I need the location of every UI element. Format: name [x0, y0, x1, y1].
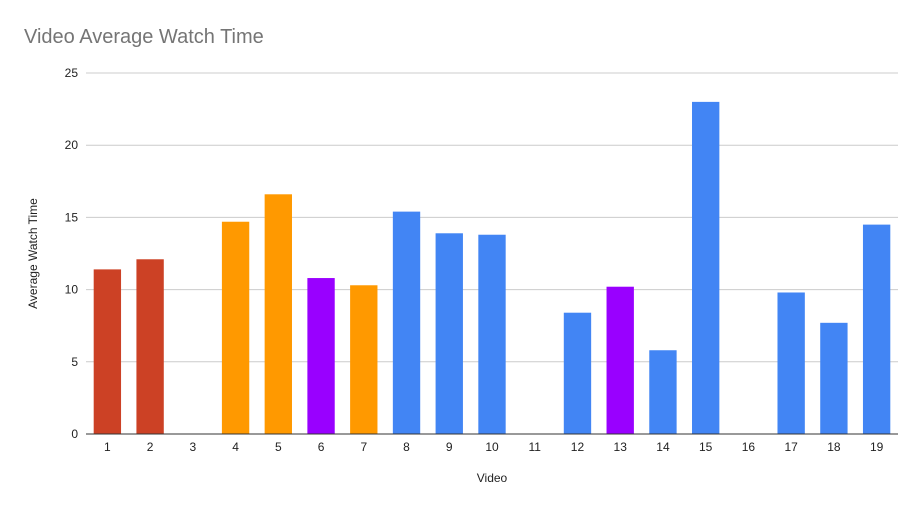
- x-tick-label: 19: [870, 440, 884, 454]
- bar-video-13: [606, 286, 634, 434]
- bar-video-7: [350, 285, 378, 434]
- y-tick-label: 25: [65, 66, 79, 80]
- bar-video-9: [435, 233, 463, 434]
- x-tick-label: 9: [446, 440, 453, 454]
- x-tick-label: 16: [742, 440, 756, 454]
- x-tick-label: 6: [318, 440, 325, 454]
- x-tick-label: 18: [827, 440, 841, 454]
- x-tick-label: 4: [232, 440, 239, 454]
- bar-video-12: [563, 312, 592, 434]
- y-tick-label: 20: [65, 138, 79, 152]
- bar-video-14: [649, 350, 677, 434]
- x-tick-label: 15: [699, 440, 713, 454]
- bar-video-4: [221, 221, 250, 434]
- y-tick-label: 0: [71, 427, 78, 441]
- x-tick-label: 7: [360, 440, 367, 454]
- bar-video-2: [136, 259, 164, 434]
- bar-video-8: [392, 211, 421, 434]
- x-tick-label: 10: [485, 440, 499, 454]
- bar-video-19: [862, 224, 891, 434]
- x-tick-label: 11: [529, 440, 542, 454]
- x-tick-label: 12: [571, 440, 585, 454]
- bar-video-17: [777, 292, 805, 434]
- bar-video-5: [264, 194, 292, 434]
- y-tick-label: 15: [65, 210, 79, 224]
- y-axis-label: Average Watch Time: [26, 198, 40, 309]
- bar-video-1: [93, 269, 122, 434]
- x-tick-label: 2: [147, 440, 154, 454]
- x-tick-label: 17: [784, 440, 798, 454]
- x-tick-labels: 1 2 3 4 5 6 7 8 9 10 11 12 13 14 15 16 17 18 19: [104, 440, 884, 454]
- x-tick-label: 3: [189, 440, 196, 454]
- x-tick-label: 13: [614, 440, 628, 454]
- bar-video-10: [478, 234, 506, 434]
- x-tick-label: 1: [104, 440, 111, 454]
- chart-title: Video Average Watch Time: [24, 26, 264, 48]
- y-tick-label: 5: [71, 355, 78, 369]
- y-tick-labels: 0 5 10 15 20 25: [65, 66, 79, 441]
- x-axis-label: Video: [477, 471, 508, 485]
- x-tick-label: 8: [403, 440, 410, 454]
- y-tick-label: 10: [65, 283, 79, 297]
- bar-video-6: [307, 278, 335, 434]
- x-tick-label: 5: [275, 440, 282, 454]
- bar-video-18: [820, 322, 848, 434]
- x-tick-label: 14: [656, 440, 670, 454]
- bar-video-15: [692, 101, 720, 434]
- bars: [93, 101, 891, 434]
